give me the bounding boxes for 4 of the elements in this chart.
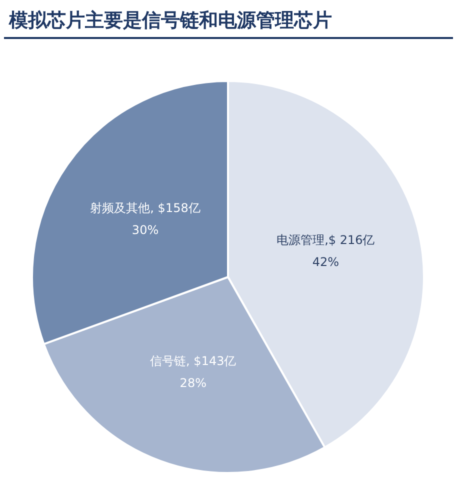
chart-title: 模拟芯片主要是信号链和电源管理芯片 <box>8 10 332 32</box>
slice-label: 电源管理,$ 216亿 42% <box>276 233 375 270</box>
slice-label: 信号链, $143亿 28% <box>150 354 236 390</box>
slice-label: 射频及其他, $158亿 30% <box>90 201 200 238</box>
